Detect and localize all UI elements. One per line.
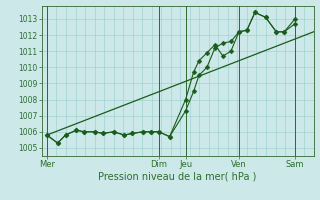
X-axis label: Pression niveau de la mer( hPa ): Pression niveau de la mer( hPa ) [99, 172, 257, 182]
